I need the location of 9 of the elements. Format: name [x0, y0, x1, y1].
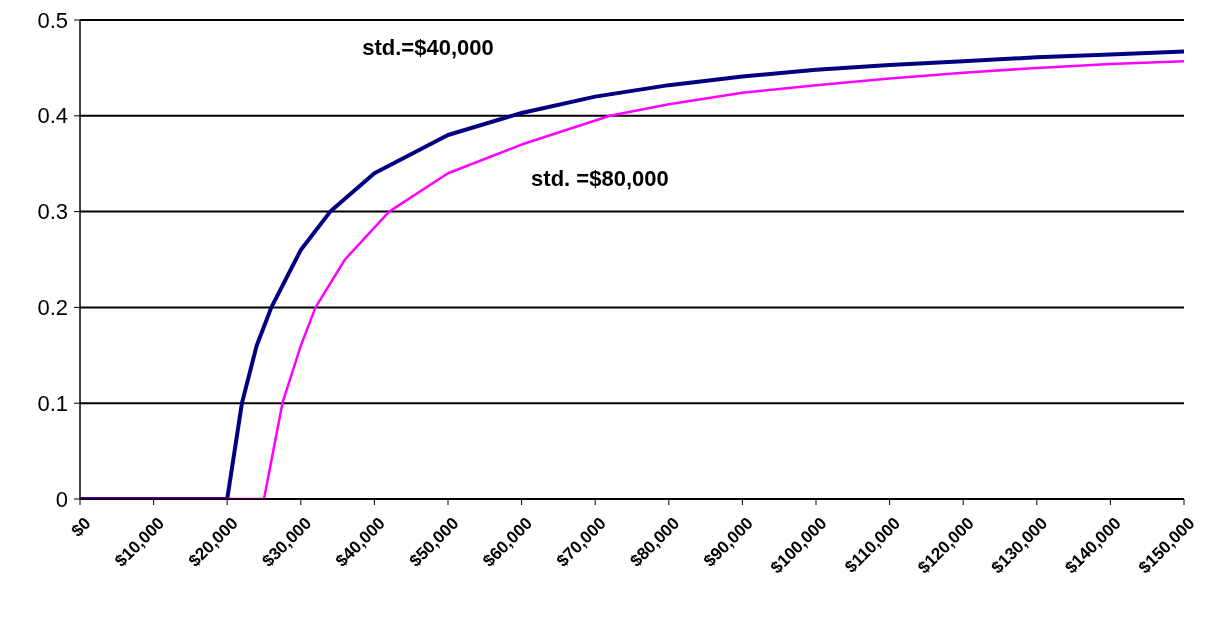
y-tick-label: 0.3	[37, 199, 68, 225]
y-tick-label: 0.2	[37, 294, 68, 320]
y-tick-label: 0.4	[37, 103, 68, 129]
y-tick-label: 0.5	[37, 7, 68, 33]
y-tick-label: 0.1	[37, 390, 68, 416]
x-tick-label: $0	[67, 513, 95, 541]
text: std.=$40,000	[362, 34, 494, 60]
y-tick-label: 0	[55, 486, 68, 512]
series-label: std. =$80,000	[531, 165, 669, 191]
